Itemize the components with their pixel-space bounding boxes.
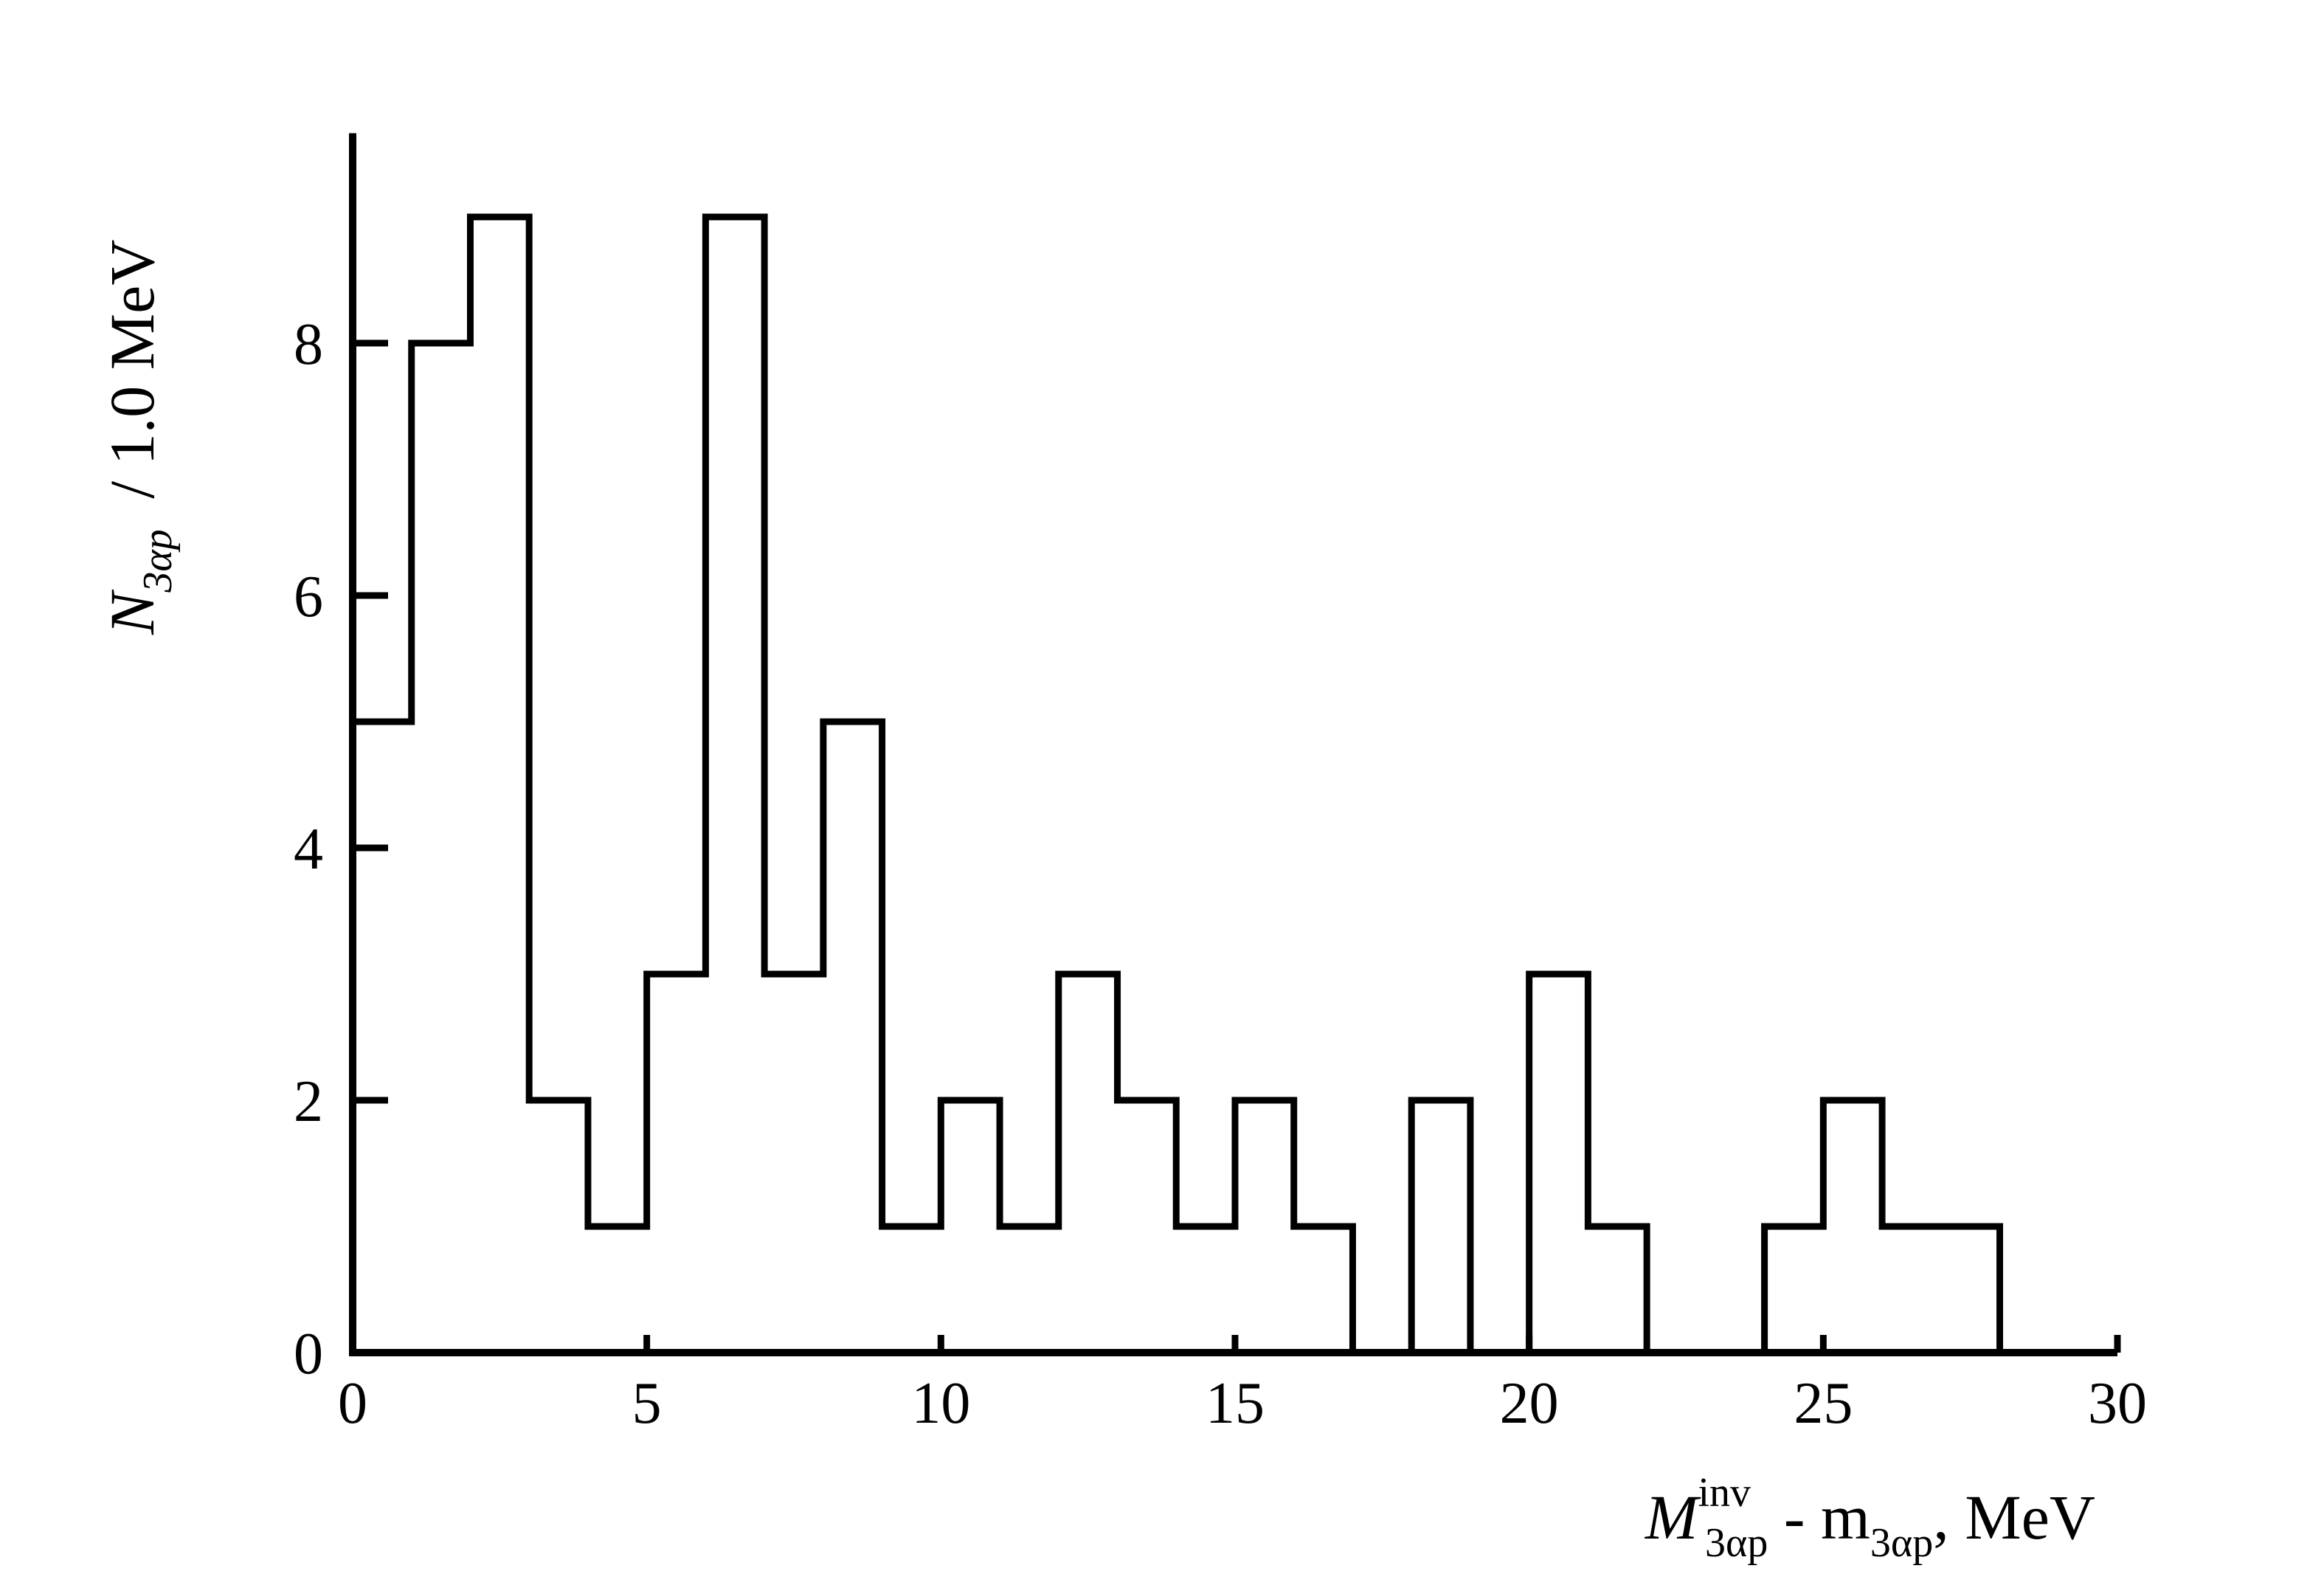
x-axis-label-main-sup: inv [1698, 1470, 1751, 1516]
y-tick-label: 4 [294, 817, 323, 882]
x-axis-label-mid-sub: 3αp [1870, 1520, 1933, 1566]
x-tick-label: 25 [1794, 1371, 1853, 1436]
y-tick-label: 2 [294, 1069, 323, 1134]
x-tick-label: 15 [1206, 1371, 1265, 1436]
x-tick-label: 30 [2088, 1371, 2147, 1436]
y-axis-label: N3αp / 1.0 MeV [97, 240, 181, 635]
x-axis-label-mid: - m [1768, 1482, 1870, 1553]
tick-labels: 0 5 10 15 20 25 30 0 2 4 6 8 [294, 312, 2147, 1436]
x-axis-label-main-sub: 3αp [1705, 1520, 1768, 1566]
histogram-series [349, 213, 2004, 1356]
x-tick-label: 0 [338, 1371, 367, 1436]
y-tick-label: 0 [294, 1322, 323, 1387]
y-axis-label-tail: / 1.0 MeV [97, 240, 167, 515]
x-axis-label-tail: , MeV [1933, 1482, 2095, 1553]
x-tick-label: 20 [1500, 1371, 1559, 1436]
x-axis-label-main: M [1644, 1482, 1701, 1553]
y-axis-label-main: N [97, 589, 167, 635]
x-tick-label: 5 [632, 1371, 662, 1436]
tick-marks [349, 339, 2121, 1356]
x-axis-label: Minv 3αp - m3αp, MeV [1644, 1470, 2095, 1566]
y-tick-label: 8 [294, 312, 323, 377]
x-tick-label: 10 [911, 1371, 970, 1436]
y-axis-label-main-sub: 3αp [135, 529, 181, 593]
y-tick-label: 6 [294, 565, 323, 629]
